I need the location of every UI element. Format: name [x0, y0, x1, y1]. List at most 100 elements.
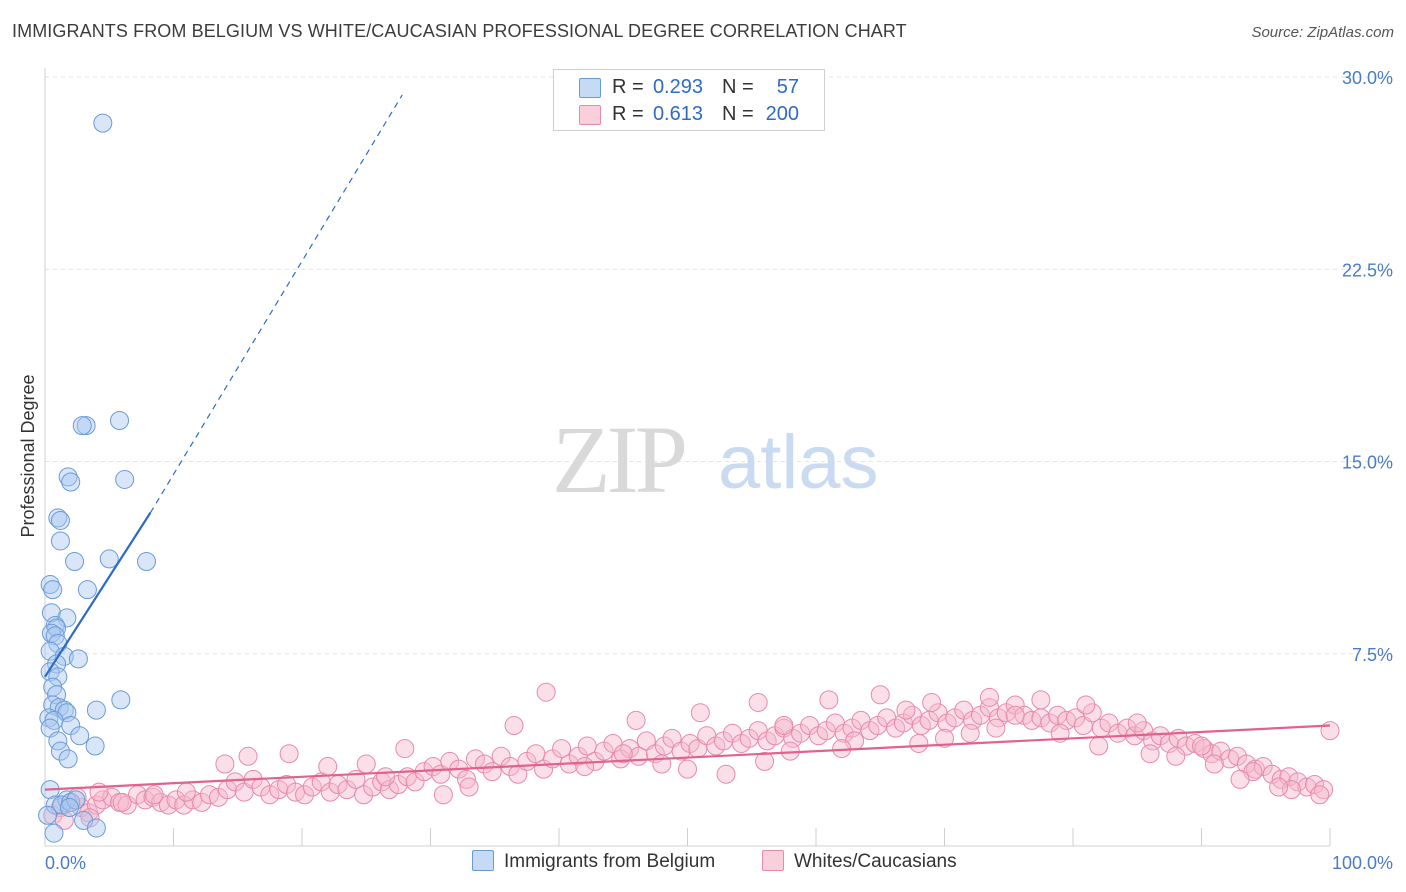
whites-caucasians-point — [379, 780, 399, 800]
whites-caucasians-point — [1076, 695, 1096, 715]
whites-caucasians-point — [774, 716, 794, 736]
correlation-legend: R = 0.293 N = 57 R = 0.613 N = 200 — [553, 69, 825, 131]
whites-caucasians-point — [1230, 769, 1250, 789]
immigrants-belgium-point — [59, 798, 79, 818]
whites-caucasians-point — [690, 703, 710, 723]
whites-caucasians-point — [1089, 736, 1109, 756]
immigrants-belgium-point — [77, 580, 97, 600]
whites-caucasians-point — [716, 764, 736, 784]
immigrants-belgium-point — [50, 741, 70, 761]
whites-caucasians-point — [504, 716, 524, 736]
immigrants-belgium-point — [68, 649, 88, 669]
legend-r-label: R = — [612, 76, 644, 98]
immigrants-belgium-point — [38, 805, 58, 825]
y-axis-label: Professional Degree — [18, 374, 38, 537]
immigrants-belgium-point — [110, 410, 130, 430]
whites-caucasians-point — [238, 746, 258, 766]
whites-caucasians-point — [1082, 703, 1102, 723]
whites-caucasians-point — [302, 777, 322, 797]
whites-caucasians-point — [1117, 718, 1137, 738]
immigrants-belgium-point — [137, 551, 157, 571]
immigrants-belgium-point — [93, 113, 113, 133]
whites-caucasians-point — [459, 777, 479, 797]
immigrants-belgium-point — [115, 469, 135, 489]
immigrants-belgium-point — [50, 531, 70, 551]
whites-caucasians-point — [755, 751, 775, 771]
immigrants-belgium-point — [50, 510, 70, 530]
whites-caucasians-point — [1310, 785, 1330, 805]
whites-caucasians-point — [1314, 780, 1334, 800]
whites-caucasians-point — [536, 682, 556, 702]
whites-caucasians-point — [144, 785, 164, 805]
whites-caucasians-point — [176, 782, 196, 802]
legend-n-value: 200 — [765, 103, 799, 125]
bottom-legend-label: Immigrants from Belgium — [504, 851, 716, 872]
y-tick-label: 30.0% — [1342, 68, 1393, 88]
whites-caucasians-point — [135, 790, 155, 810]
whites-caucasians-point — [935, 728, 954, 748]
whites-caucasians-point — [1108, 723, 1128, 743]
whites-caucasians-point — [922, 692, 942, 712]
whites-caucasians-point — [909, 733, 929, 753]
immigrants-belgium-point — [45, 795, 65, 815]
bottom-legend-whites: Whites/Caucasians — [762, 850, 957, 873]
immigrants-belgium-point — [111, 690, 131, 710]
legend-r-value: 0.293 — [652, 76, 703, 98]
whites-trend-line — [44, 724, 1331, 791]
whites-caucasians-point — [1192, 736, 1211, 756]
whites-caucasians-point — [376, 767, 396, 787]
immigrants-belgium-point — [45, 626, 65, 646]
immigrants-belgium-point — [58, 749, 78, 769]
chart-title: IMMIGRANTS FROM BELGIUM VS WHITE/CAUCASI… — [12, 21, 907, 41]
whites-caucasians-point — [1040, 713, 1060, 733]
belgium-trend-extension — [149, 94, 403, 514]
immigrants-belgium-points — [38, 113, 157, 843]
whites-caucasians-point — [395, 739, 415, 759]
whites-caucasians-point — [626, 710, 646, 730]
legend-swatch-pink — [579, 105, 601, 125]
whites-caucasians-point — [260, 785, 280, 805]
whites-caucasians-point — [456, 769, 476, 789]
whites-caucasians-point — [320, 782, 340, 802]
immigrants-belgium-point — [57, 608, 77, 628]
whites-caucasians-point — [986, 718, 1006, 738]
whites-caucasians-point — [1271, 769, 1291, 789]
bottom-legend-swatch-blue — [472, 850, 494, 871]
whites-caucasians-point — [1305, 774, 1325, 794]
immigrants-belgium-point — [61, 472, 81, 492]
whites-caucasians-point — [1127, 713, 1147, 733]
immigrants-belgium-point — [85, 736, 105, 756]
axes — [44, 68, 1331, 847]
whites-caucasians-point — [112, 792, 132, 812]
immigrants-belgium-point — [99, 549, 119, 569]
immigrants-belgium-point — [40, 575, 60, 595]
tick-labels: 7.5% 15.0% 22.5% 30.0% 0.0% 100.0% — [45, 68, 1393, 873]
whites-caucasians-point — [1166, 746, 1186, 766]
immigrants-belgium-point — [66, 790, 86, 810]
whites-caucasians-point — [678, 759, 697, 779]
grid-lines — [45, 76, 1392, 655]
whites-caucasians-point — [613, 744, 633, 764]
trend-lines — [44, 94, 1331, 791]
immigrants-belgium-point — [86, 818, 106, 838]
x-tick-label: 0.0% — [45, 853, 86, 873]
bottom-legend-label: Whites/Caucasians — [794, 851, 957, 872]
immigrants-belgium-point — [47, 618, 67, 638]
whites-caucasians-point — [748, 692, 768, 712]
whites-caucasians-point — [960, 723, 980, 743]
whites-caucasians-point — [896, 700, 916, 720]
legend-row-belgium: R = 0.293 N = 57 — [554, 75, 824, 101]
immigrants-belgium-point — [86, 700, 106, 720]
legend-r-value: 0.613 — [652, 103, 703, 125]
legend-n-label: N = — [722, 76, 754, 98]
whites-caucasians-point — [1269, 777, 1289, 797]
whites-caucasians-point — [552, 739, 572, 759]
legend-n-value: 57 — [776, 76, 799, 98]
y-tick-label: 15.0% — [1342, 453, 1393, 473]
immigrants-belgium-point — [65, 551, 85, 571]
legend-r-label: R = — [612, 103, 644, 125]
y-tick-label: 22.5% — [1342, 260, 1393, 280]
immigrants-belgium-point — [44, 823, 64, 843]
whites-caucasians-point — [1288, 772, 1308, 792]
